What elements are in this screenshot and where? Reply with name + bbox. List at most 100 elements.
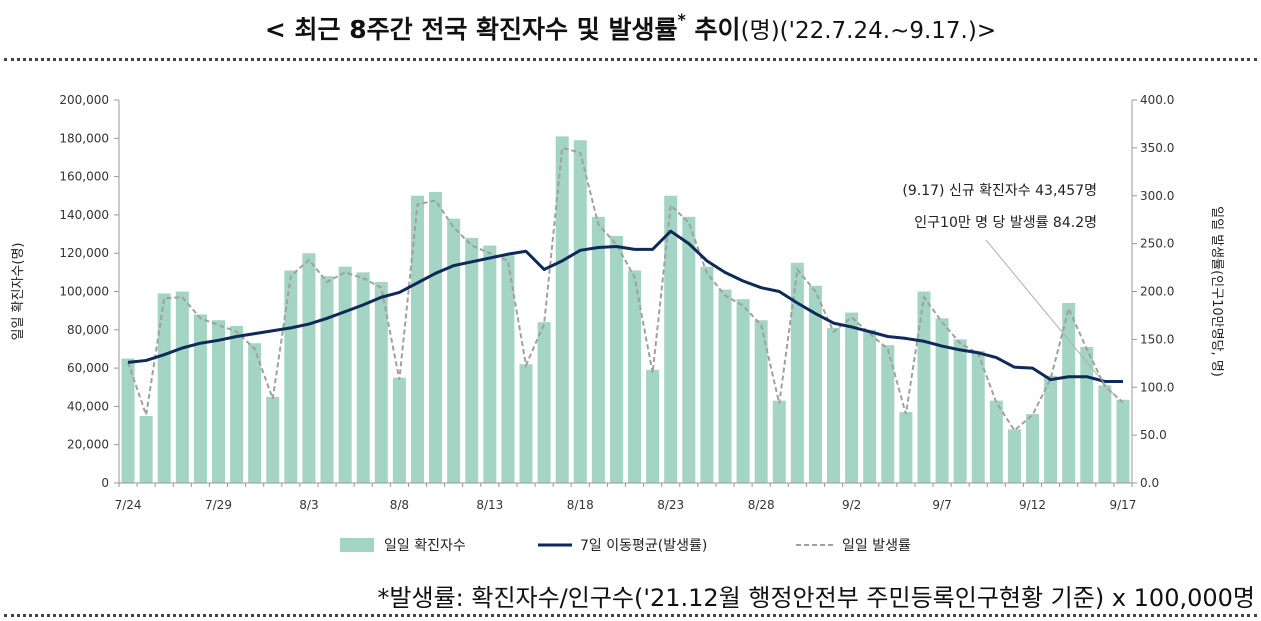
line-series xyxy=(127,146,1124,432)
x-tick-label: 9/7 xyxy=(932,498,951,512)
x-tick-label: 7/24 xyxy=(115,498,142,512)
bar-8/31 xyxy=(808,285,822,483)
legend: 일일 확진자수 7일 이동평균(발생률) 일일 발생률 xyxy=(340,538,911,554)
legend-label-bar: 일일 확진자수 xyxy=(384,538,466,554)
bar-7/30 xyxy=(230,325,244,483)
left-tick-label: 140,000 xyxy=(59,208,109,222)
right-tick-label: 150.0 xyxy=(1140,332,1174,346)
chart-title: < 최근 8주간 전국 확진자수 및 발생률* 추이(명)('22.7.24.~… xyxy=(0,10,1261,46)
left-tick-label: 100,000 xyxy=(59,285,109,299)
x-tick-label: 8/3 xyxy=(299,498,318,512)
bar-9/14 xyxy=(1062,302,1076,483)
bar-9/3 xyxy=(863,329,877,483)
bar-9/12 xyxy=(1026,414,1040,483)
bar-7/29 xyxy=(211,320,225,483)
right-tick-label: 250.0 xyxy=(1140,237,1174,251)
bar-9/15 xyxy=(1080,347,1094,483)
left-tick-label: 120,000 xyxy=(59,246,109,260)
left-tick-label: 80,000 xyxy=(67,323,109,337)
right-tick-label: 400.0 xyxy=(1140,93,1174,107)
bar-9/7 xyxy=(935,318,949,483)
x-tick-label: 9/2 xyxy=(842,498,861,512)
bar-9/11 xyxy=(1007,429,1021,483)
title-main: < 최근 8주간 전국 확진자수 및 발생률 xyxy=(264,15,678,44)
bar-7/25 xyxy=(139,415,153,483)
bar-9/1 xyxy=(827,327,841,483)
x-tick-label: 8/8 xyxy=(390,498,409,512)
bar-9/2 xyxy=(845,312,859,483)
bar-8/5 xyxy=(338,266,352,483)
bar-8/8 xyxy=(392,377,406,483)
title-trend: 추이 xyxy=(685,15,741,44)
right-tick-label: 50.0 xyxy=(1140,428,1167,442)
bar-8/6 xyxy=(356,272,370,483)
bar-9/13 xyxy=(1044,375,1058,483)
bar-8/12 xyxy=(465,237,479,483)
bar-8/28 xyxy=(754,320,768,483)
annotation: (9.17) 신규 확진자수 43,457명 인구10만 명 당 발생률 84.… xyxy=(902,183,1118,399)
legend-label-daily-rate: 일일 발생률 xyxy=(842,538,911,554)
right-axis-title: 일일 발생률(인구10만명당, 명) xyxy=(1209,206,1224,377)
bar-7/31 xyxy=(248,343,262,483)
x-tick-label: 8/23 xyxy=(657,498,684,512)
bar-9/16 xyxy=(1098,385,1112,483)
combo-chart: 0 20,000 40,000 60,000 80,000 100,000 120,000 1… xyxy=(11,93,1224,554)
right-tick-label: 0.0 xyxy=(1140,476,1159,490)
bar-8/4 xyxy=(320,276,334,483)
right-tick-label: 100.0 xyxy=(1140,380,1174,394)
x-tick-label: 7/29 xyxy=(205,498,232,512)
x-tick-label: 8/13 xyxy=(476,498,503,512)
bar-8/21 xyxy=(628,270,642,483)
bar-8/30 xyxy=(790,262,804,483)
bar-8/1 xyxy=(266,396,280,483)
left-tick-label: 40,000 xyxy=(67,399,109,413)
annotation-line-1: (9.17) 신규 확진자수 43,457명 xyxy=(902,183,1097,199)
bar-8/15 xyxy=(519,364,533,483)
bar-8/13 xyxy=(483,245,497,483)
moving-average-line xyxy=(127,229,1123,383)
annotation-line-2: 인구10만 명 당 발생률 84.2명 xyxy=(914,215,1097,231)
left-tick-label: 160,000 xyxy=(59,170,109,184)
bar-8/3 xyxy=(302,253,316,483)
right-tick-label: 300.0 xyxy=(1140,189,1174,203)
bar-8/29 xyxy=(772,400,786,483)
legend-label-moving-average: 7일 이동평균(발생률) xyxy=(580,538,707,554)
x-tick-label: 9/17 xyxy=(1109,498,1136,512)
bar-8/22 xyxy=(646,370,660,483)
bar-8/17 xyxy=(555,136,569,483)
bar-7/24 xyxy=(121,358,135,483)
left-tick-label: 0 xyxy=(101,476,109,490)
bar-7/26 xyxy=(157,293,171,483)
bar-9/5 xyxy=(899,412,913,483)
footnote: *발생률: 확진자수/인구수('21.12월 행정안전부 주민등록인구현황 기준… xyxy=(377,584,1255,612)
bar-8/27 xyxy=(736,299,750,483)
bar-8/16 xyxy=(537,322,551,483)
bar-7/28 xyxy=(193,314,207,483)
bar-8/7 xyxy=(374,281,388,483)
bar-8/20 xyxy=(609,235,623,483)
bar-7/27 xyxy=(175,291,189,483)
bottom-dotted-divider xyxy=(4,614,1257,617)
bar-8/19 xyxy=(591,216,605,483)
x-tick-label: 8/28 xyxy=(748,498,775,512)
bar-8/14 xyxy=(501,255,515,483)
bar-8/11 xyxy=(447,218,461,484)
bar-9/17 xyxy=(1116,399,1130,483)
title-period: (명)('22.7.24.~9.17.)> xyxy=(740,18,997,44)
top-dotted-divider xyxy=(4,58,1257,61)
bar-9/10 xyxy=(989,400,1003,483)
x-tick-label: 8/18 xyxy=(567,498,594,512)
bar-8/24 xyxy=(682,216,696,483)
bar-9/4 xyxy=(881,345,895,483)
annotation-pointer xyxy=(985,239,1118,399)
bar-9/8 xyxy=(953,339,967,484)
left-tick-label: 200,000 xyxy=(59,93,109,107)
bar-8/26 xyxy=(718,289,732,483)
legend-swatch-bar xyxy=(340,538,374,552)
bar-8/23 xyxy=(664,195,678,483)
left-tick-label: 20,000 xyxy=(67,438,109,452)
right-tick-label: 350.0 xyxy=(1140,141,1174,155)
left-tick-label: 180,000 xyxy=(59,131,109,145)
bar-9/9 xyxy=(971,350,985,483)
daily-rate-line xyxy=(127,146,1124,432)
